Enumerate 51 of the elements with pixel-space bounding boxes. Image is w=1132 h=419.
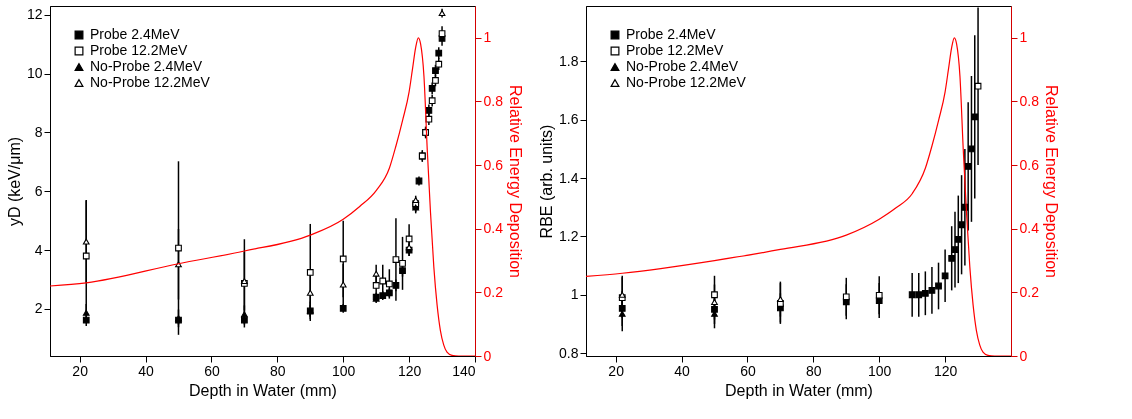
y-tick-label: 2 bbox=[34, 300, 43, 317]
x-tick-label: 20 bbox=[72, 362, 89, 379]
x-tick-label: 40 bbox=[674, 362, 691, 379]
legend-label: No-Probe 12.2MeV bbox=[90, 74, 211, 90]
x-tick-label: 80 bbox=[806, 362, 822, 379]
x-tick-label: 120 bbox=[933, 362, 958, 379]
y-tick-label: 10 bbox=[26, 65, 43, 82]
y-axis-title: yD (keV/μm) bbox=[5, 136, 23, 227]
x-axis-title: Depth in Water (mm) bbox=[725, 381, 873, 399]
legend-label: Probe 2.4MeV bbox=[626, 26, 717, 42]
y-tick-label: 1.2 bbox=[559, 227, 579, 244]
legend-label: Probe 12.2MeV bbox=[626, 42, 724, 58]
y2-tick-label: 0.2 bbox=[1019, 283, 1040, 300]
x-tick-label: 100 bbox=[868, 362, 892, 379]
y2-tick-label: 0.6 bbox=[483, 156, 504, 173]
x-tick-label: 60 bbox=[204, 362, 220, 379]
legend-label: Probe 2.4MeV bbox=[90, 26, 181, 42]
x-tick-label: 120 bbox=[397, 362, 422, 379]
y2-tick-label: 0.8 bbox=[483, 92, 504, 109]
y2-axis-title: Relative Energy Deposition bbox=[1042, 85, 1060, 278]
y2-axis-title: Relative Energy Deposition bbox=[506, 85, 524, 278]
y2-tick-label: 0.4 bbox=[483, 220, 504, 237]
y-axis-title: RBE (arb. units) bbox=[538, 124, 556, 239]
legend-label: No-Probe 12.2MeV bbox=[626, 74, 747, 90]
x-tick-label: 20 bbox=[608, 362, 625, 379]
y-tick-label: 8 bbox=[34, 123, 43, 140]
y-tick-label: 4 bbox=[34, 241, 43, 258]
y-tick-label: 0.8 bbox=[559, 344, 579, 361]
x-tick-label: 60 bbox=[740, 362, 756, 379]
legend-label: No-Probe 2.4MeV bbox=[90, 58, 203, 74]
y-tick-label: 6 bbox=[34, 182, 43, 199]
y2-tick-label: 0.4 bbox=[1019, 220, 1040, 237]
x-tick-label: 40 bbox=[138, 362, 155, 379]
y2-tick-label: 1 bbox=[483, 29, 492, 46]
y2-tick-label: 0.6 bbox=[1019, 156, 1040, 173]
x-axis-title: Depth in Water (mm) bbox=[189, 381, 337, 399]
y2-tick-label: 0.2 bbox=[483, 283, 504, 300]
y-tick-label: 1.4 bbox=[559, 169, 579, 186]
legend-label: Probe 12.2MeV bbox=[90, 42, 188, 58]
x-tick-label: 80 bbox=[270, 362, 286, 379]
y2-tick-label: 0 bbox=[483, 347, 492, 364]
y-tick-label: 1 bbox=[570, 286, 579, 303]
y2-tick-label: 1 bbox=[1019, 29, 1028, 46]
x-tick-label: 100 bbox=[332, 362, 356, 379]
x-tick-label: 140 bbox=[452, 362, 476, 379]
legend-label: No-Probe 2.4MeV bbox=[626, 58, 739, 74]
y-tick-label: 12 bbox=[26, 6, 43, 23]
y2-tick-label: 0 bbox=[1019, 347, 1028, 364]
y2-tick-label: 0.8 bbox=[1019, 92, 1040, 109]
y-tick-label: 1.8 bbox=[559, 52, 579, 69]
y-tick-label: 1.6 bbox=[559, 111, 579, 128]
